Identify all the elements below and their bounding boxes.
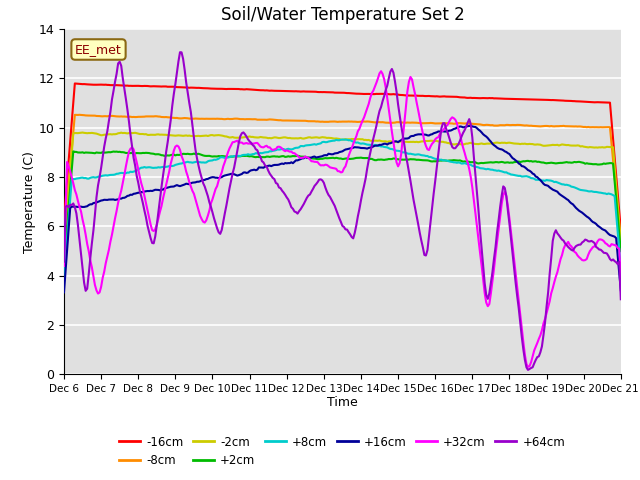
- Legend: -16cm, -8cm, -2cm, +2cm, +8cm, +16cm, +32cm, +64cm: -16cm, -8cm, -2cm, +2cm, +8cm, +16cm, +3…: [115, 431, 570, 472]
- Y-axis label: Temperature (C): Temperature (C): [22, 151, 36, 252]
- Title: Soil/Water Temperature Set 2: Soil/Water Temperature Set 2: [221, 6, 464, 24]
- X-axis label: Time: Time: [327, 396, 358, 408]
- Text: EE_met: EE_met: [75, 43, 122, 56]
